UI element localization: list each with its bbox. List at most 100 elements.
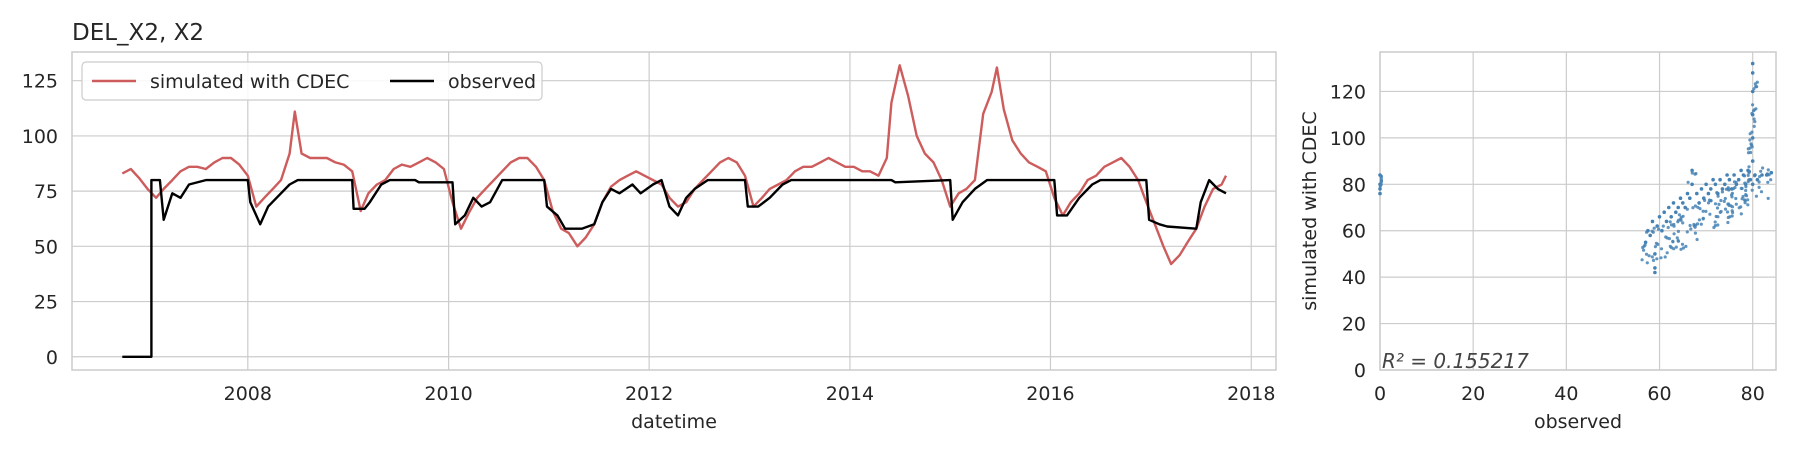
scatter-point [1750,89,1755,94]
scatter-point [1691,206,1695,210]
scatter-point [1657,227,1661,231]
scatter-point [1752,108,1756,112]
scatter-y-axis-label: simulated with CDEC [1299,111,1321,310]
scatter-point [1672,222,1676,227]
scatter-point [1764,173,1769,177]
scatter-point [1645,261,1649,265]
timeseries-y-tick-labels: 0 25 50 75 100 125 [22,71,58,369]
scatter-point [1699,187,1704,191]
legend-label-observed: observed [448,71,536,93]
scatter-point [1676,205,1680,210]
scatter-x-tick-label: 60 [1647,383,1671,405]
scatter-point [1692,222,1696,227]
scatter-point [1757,185,1761,189]
scatter-y-tick-label: 80 [1342,174,1366,196]
scatter-point [1679,247,1683,251]
scatter-point [1752,124,1756,128]
scatter-point [1750,136,1755,140]
scatter-point [1674,210,1678,214]
scatter-point [1750,61,1755,66]
scatter-point [1378,191,1382,196]
scatter-point [1659,256,1663,260]
scatter-point [1730,195,1734,199]
scatter-x-tick-label: 80 [1741,383,1765,405]
observed-series-line [122,178,1227,358]
timeseries-y-tick-label: 25 [34,292,58,314]
scatter-point [1720,190,1724,194]
scatter-point [1751,103,1755,107]
scatter-point [1648,233,1652,238]
scatter-point [1723,182,1727,187]
scatter-point [1676,218,1681,222]
scatter-point [1684,244,1688,248]
scatter-point [1675,236,1679,240]
scatter-point [1711,177,1715,182]
timeseries-y-tick-label: 75 [34,181,58,203]
scatter-point [1741,173,1746,177]
scatter-point [1753,82,1757,86]
scatter-point [1666,225,1670,230]
scatter-x-tick-label: 40 [1554,383,1578,405]
scatter-point [1668,220,1672,224]
scatter-point [1647,254,1651,258]
scatter-point [1759,190,1764,194]
timeseries-y-tick-label: 100 [22,126,58,148]
timeseries-x-tick-label: 2010 [424,383,472,405]
timeseries-x-tick-label: 2018 [1227,383,1275,405]
scatter-point [1709,187,1713,191]
scatter-point [1759,169,1763,173]
scatter-point [1731,210,1735,215]
scatter-point [1743,182,1748,187]
scatter-point [1726,186,1730,190]
scatter-point [1686,180,1690,184]
scatter-point [1730,205,1735,209]
scatter-plot-area [1379,51,1777,371]
scatter-point [1725,173,1729,177]
scatter-point [1752,87,1756,91]
scatter-point [1693,204,1697,208]
scatter-point [1716,223,1720,227]
scatter-point [1678,196,1683,200]
scatter-point [1685,191,1690,196]
scatter-point [1748,146,1752,150]
scatter-point [1640,258,1644,262]
legend: simulated with CDEC observed [81,61,543,101]
scatter-point [1701,216,1705,220]
scatter-point [1766,168,1770,172]
scatter-point [1661,224,1665,228]
scatter-x-axis-label: observed [1534,411,1622,433]
scatter-point [1676,239,1680,243]
scatter-point [1681,201,1685,205]
scatter-point [1740,197,1744,201]
scatter-point [1732,173,1736,177]
scatter-point [1685,230,1689,234]
scatter-point [1680,242,1685,246]
scatter-point [1723,207,1728,211]
scatter-point [1688,196,1692,200]
scatter-point [1693,225,1697,229]
scatter-point [1734,182,1739,187]
scatter-point [1740,186,1744,191]
scatter-y-tick-label: 20 [1342,314,1366,336]
scatter-point [1664,235,1668,239]
scatter-point [1704,182,1708,187]
timeseries-x-tick-label: 2016 [1026,383,1074,405]
simulated-series-line [121,64,1228,266]
scatter-point [1739,205,1743,209]
scatter-point [1646,228,1650,233]
timeseries-x-tick-label: 2014 [826,383,874,405]
x-axis-label: datetime [631,411,717,433]
scatter-point [1744,188,1748,193]
timeseries-panel: DEL_X2, X2 0 25 50 75 100 125 2008 2010 2012 201… [22,20,1277,433]
scatter-point [1651,258,1656,262]
scatter-point [1769,178,1773,182]
scatter-point [1739,168,1743,173]
scatter-point [1750,188,1754,192]
scatter-point [1746,151,1751,155]
scatter-point [1713,224,1717,228]
scatter-point [1753,173,1757,177]
scatter-point [1655,257,1659,261]
scatter-point [1718,177,1722,182]
scatter-point [1719,198,1723,203]
scatter-y-tick-label: 0 [1354,360,1366,382]
